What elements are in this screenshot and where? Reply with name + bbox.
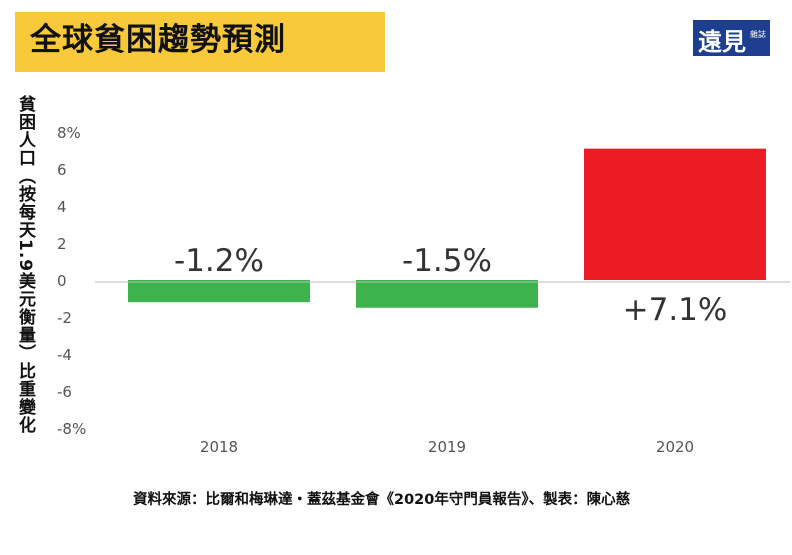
bar-2020: [584, 148, 766, 280]
x-tick-label: 2018: [200, 438, 238, 456]
y-tick-label: -8%: [57, 420, 86, 438]
source-note: 資料來源：比爾和梅琳達・蓋茲基金會《2020年守門員報告》、製表：陳心慈: [133, 492, 631, 508]
y-tick-label: 4: [57, 198, 67, 216]
title-banner: [15, 12, 385, 72]
y-tick-label: -4: [57, 346, 72, 364]
logo-text: 遠見: [698, 27, 746, 56]
logo-subtext: 雜誌: [750, 30, 766, 39]
bar-2018: [128, 280, 310, 303]
y-tick-label: 0: [57, 272, 67, 290]
data-label: +7.1%: [623, 292, 728, 328]
y-tick-label: -6: [57, 383, 72, 401]
y-tick-label: -2: [57, 309, 72, 327]
y-tick-label: 8%: [57, 124, 81, 142]
bar-2019: [356, 280, 538, 308]
x-tick-label: 2020: [656, 438, 694, 456]
data-label: -1.2%: [174, 243, 264, 279]
logo: 遠見 雜誌: [693, 20, 770, 56]
x-tick-label: 2019: [428, 438, 466, 456]
y-tick-label: 6: [57, 161, 67, 179]
y-axis-label: 貧困人口（按每天1.9美元衡量）比重變化: [15, 95, 35, 435]
y-tick-label: 2: [57, 235, 67, 253]
chart-title: 全球貧困趨勢預測: [30, 22, 286, 58]
data-label: -1.5%: [402, 243, 492, 279]
